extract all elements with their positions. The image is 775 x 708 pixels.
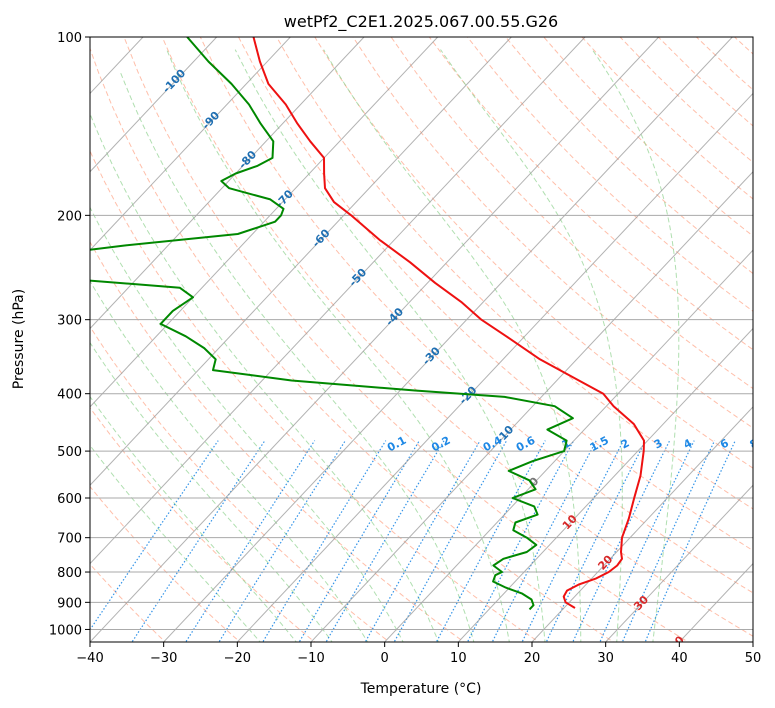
x-tick-label: 20	[524, 651, 541, 666]
mixing-ratio-line	[545, 440, 647, 642]
isotherm-label: 40	[667, 633, 687, 653]
isotherm-line	[90, 37, 218, 173]
dry-adiabat	[467, 37, 753, 312]
mixing-ratio-line	[435, 440, 546, 642]
dry-adiabat	[352, 37, 753, 429]
y-tick-label: 100	[57, 31, 82, 46]
mixing-ratio-line	[491, 440, 597, 642]
dry-adiabat	[90, 241, 465, 642]
x-tick-label: −20	[224, 651, 251, 666]
isotherm-line	[605, 484, 753, 642]
isotherm-line	[531, 406, 753, 642]
moist-adiabat	[166, 49, 510, 642]
mixing-ratio-line	[364, 440, 481, 642]
moist-adiabat	[90, 206, 404, 642]
mixing-ratio-line	[621, 440, 716, 642]
mixing-ratio-label: 2	[619, 436, 632, 451]
dry-adiabat	[90, 485, 241, 642]
x-tick-label: 30	[597, 651, 614, 666]
y-axis: 100 200 300 400 500 600 700 800 900 1000	[49, 31, 90, 638]
x-tick-label: 10	[450, 651, 467, 666]
isotherm-label: -90	[199, 109, 222, 133]
mixing-ratio-line	[325, 440, 445, 642]
dry-adiabat	[734, 37, 753, 55]
isotherm-line	[236, 92, 753, 642]
dry-adiabat	[161, 37, 753, 637]
y-tick-label: 200	[57, 209, 82, 224]
mixing-ratio-label: 8	[748, 436, 761, 451]
y-axis-title: Pressure (hPa)	[11, 289, 27, 389]
y-tick-label: 700	[57, 532, 82, 547]
y-tick-label: 400	[57, 388, 82, 403]
chart-title: wetPf2_C2E1.2025.067.00.55.G26	[284, 12, 558, 32]
isotherm-line	[384, 249, 753, 642]
y-tick-label: 800	[57, 566, 82, 581]
x-axis-title: Temperature (°C)	[360, 681, 482, 697]
isotherm-line	[90, 37, 512, 486]
mixing-ratio-label: 6	[718, 436, 731, 451]
dry-adiabat	[276, 37, 753, 510]
y-tick-label: 900	[57, 596, 82, 611]
mixing-ratio-label: 3	[652, 436, 665, 451]
moist-adiabat	[90, 395, 297, 642]
dry-adiabat	[238, 37, 753, 552]
y-tick-label: 600	[57, 492, 82, 507]
x-tick-label: −30	[150, 651, 177, 666]
isotherm-line	[90, 37, 660, 642]
mixing-ratio-line	[466, 440, 575, 642]
isotherm-line	[163, 37, 733, 642]
moist-adiabat	[323, 49, 582, 642]
dry-adiabat	[90, 406, 316, 642]
x-axis: −40 −30 −20 −10 0 10 20 30 40 50	[76, 642, 761, 666]
mixing-ratio-label: 10	[770, 435, 775, 454]
dry-adiabat	[199, 37, 753, 594]
x-tick-label: −40	[76, 651, 103, 666]
mixing-ratio-line	[218, 440, 346, 642]
isotherm-line	[310, 171, 753, 642]
dry-adiabat	[428, 37, 753, 351]
x-tick-label: 40	[671, 651, 688, 666]
dewpoint-profile	[90, 37, 574, 611]
isotherm-line	[90, 37, 365, 330]
mixing-ratio-line	[599, 440, 695, 642]
mixing-ratio-line	[521, 440, 625, 642]
isotherm-line	[457, 327, 753, 642]
isotherm-line	[90, 37, 439, 408]
mixing-ratio-line	[393, 440, 508, 642]
dry-adiabat	[123, 37, 690, 642]
dry-adiabat	[505, 37, 753, 275]
dry-adiabat	[390, 37, 753, 390]
mixing-ratio-line	[298, 440, 420, 642]
y-tick-label: 1000	[49, 623, 82, 638]
mixing-ratio-line	[90, 440, 219, 631]
isotherm-line	[752, 641, 753, 642]
temperature-profile	[252, 37, 645, 609]
mixing-ratio-line	[131, 440, 266, 642]
moist-adiabat	[120, 72, 475, 642]
moist-adiabat	[90, 112, 440, 642]
x-tick-label: 0	[381, 651, 389, 666]
moist-adiabat	[90, 444, 261, 642]
y-tick-label: 500	[57, 445, 82, 460]
dry-adiabat	[619, 37, 753, 163]
isotherm-line	[90, 37, 586, 565]
dry-adiabat	[696, 37, 753, 91]
background-lines	[90, 37, 753, 642]
mixing-ratio-line	[262, 440, 387, 642]
mixing-ratio-line	[644, 440, 736, 642]
x-tick-label: 50	[745, 651, 762, 666]
moist-adiabat	[234, 49, 546, 642]
x-tick-label: −10	[297, 651, 324, 666]
dry-adiabat	[657, 37, 753, 127]
moist-adiabat	[90, 280, 369, 642]
sounding-profiles	[90, 37, 645, 611]
isotherm-line	[90, 37, 291, 251]
moist-adiabat	[440, 49, 623, 642]
y-tick-label: 300	[57, 314, 82, 329]
plot-frame	[89, 36, 754, 643]
isotherm-line	[678, 562, 753, 642]
mixing-ratio-line	[185, 440, 316, 642]
